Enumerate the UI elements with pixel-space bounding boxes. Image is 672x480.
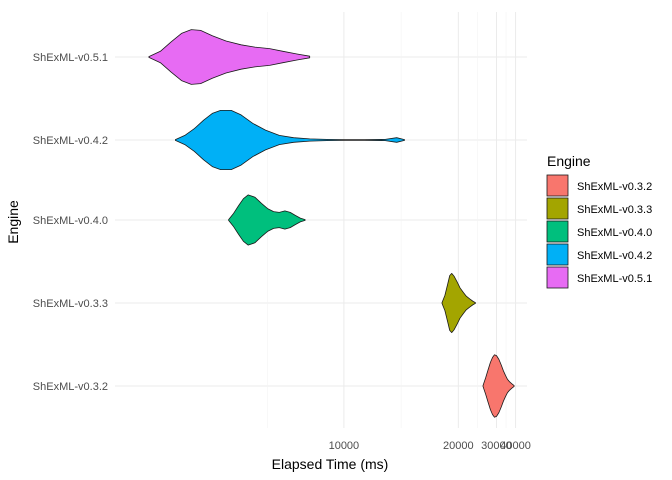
x-tick-label: 30000 <box>481 440 512 452</box>
y-tick-label: ShExML-v0.4.2 <box>33 135 108 147</box>
legend-label: ShExML-v0.4.2 <box>577 250 652 262</box>
legend-key-shexml-v0-4-0 <box>546 220 569 243</box>
x-tick-label: 20000 <box>443 440 474 452</box>
legend-label: ShExML-v0.3.3 <box>577 204 652 216</box>
x-axis-title: Elapsed Time (ms) <box>272 456 389 472</box>
violin-shexml-v0-3-3 <box>441 273 476 333</box>
legend-key-shexml-v0-5-1 <box>546 266 569 289</box>
violin-shexml-v0-5-1 <box>148 29 311 85</box>
legend-key-shexml-v0-4-2 <box>546 243 569 266</box>
y-axis-title: Engine <box>5 200 21 244</box>
y-tick-label: ShExML-v0.3.2 <box>33 381 108 393</box>
violin-shexml-v0-4-0 <box>228 194 306 246</box>
legend: Engine ShExML-v0.3.2 ShExML-v0.3.3 ShExML-… <box>546 153 652 289</box>
legend-label: ShExML-v0.5.1 <box>577 273 652 285</box>
y-tick-labels: ShExML-v0.3.2 ShExML-v0.3.3 ShExML-v0.4.0 S… <box>33 52 108 393</box>
legend-key-shexml-v0-3-2 <box>546 174 569 197</box>
y-tick-label: ShExML-v0.3.3 <box>33 298 108 310</box>
y-tick-label: ShExML-v0.4.0 <box>33 215 108 227</box>
legend-label: ShExML-v0.4.0 <box>577 227 652 239</box>
x-tick-label: 40000 <box>500 440 531 452</box>
y-tick-label: ShExML-v0.5.1 <box>33 52 108 64</box>
legend-title: Engine <box>547 153 591 169</box>
violin-shexml-v0-4-2 <box>175 110 405 170</box>
legend-key-shexml-v0-3-3 <box>546 197 569 220</box>
x-tick-label: 10000 <box>329 440 360 452</box>
legend-label: ShExML-v0.3.2 <box>577 181 652 193</box>
violins <box>148 29 515 418</box>
violin-shexml-v0-3-2 <box>482 354 515 418</box>
